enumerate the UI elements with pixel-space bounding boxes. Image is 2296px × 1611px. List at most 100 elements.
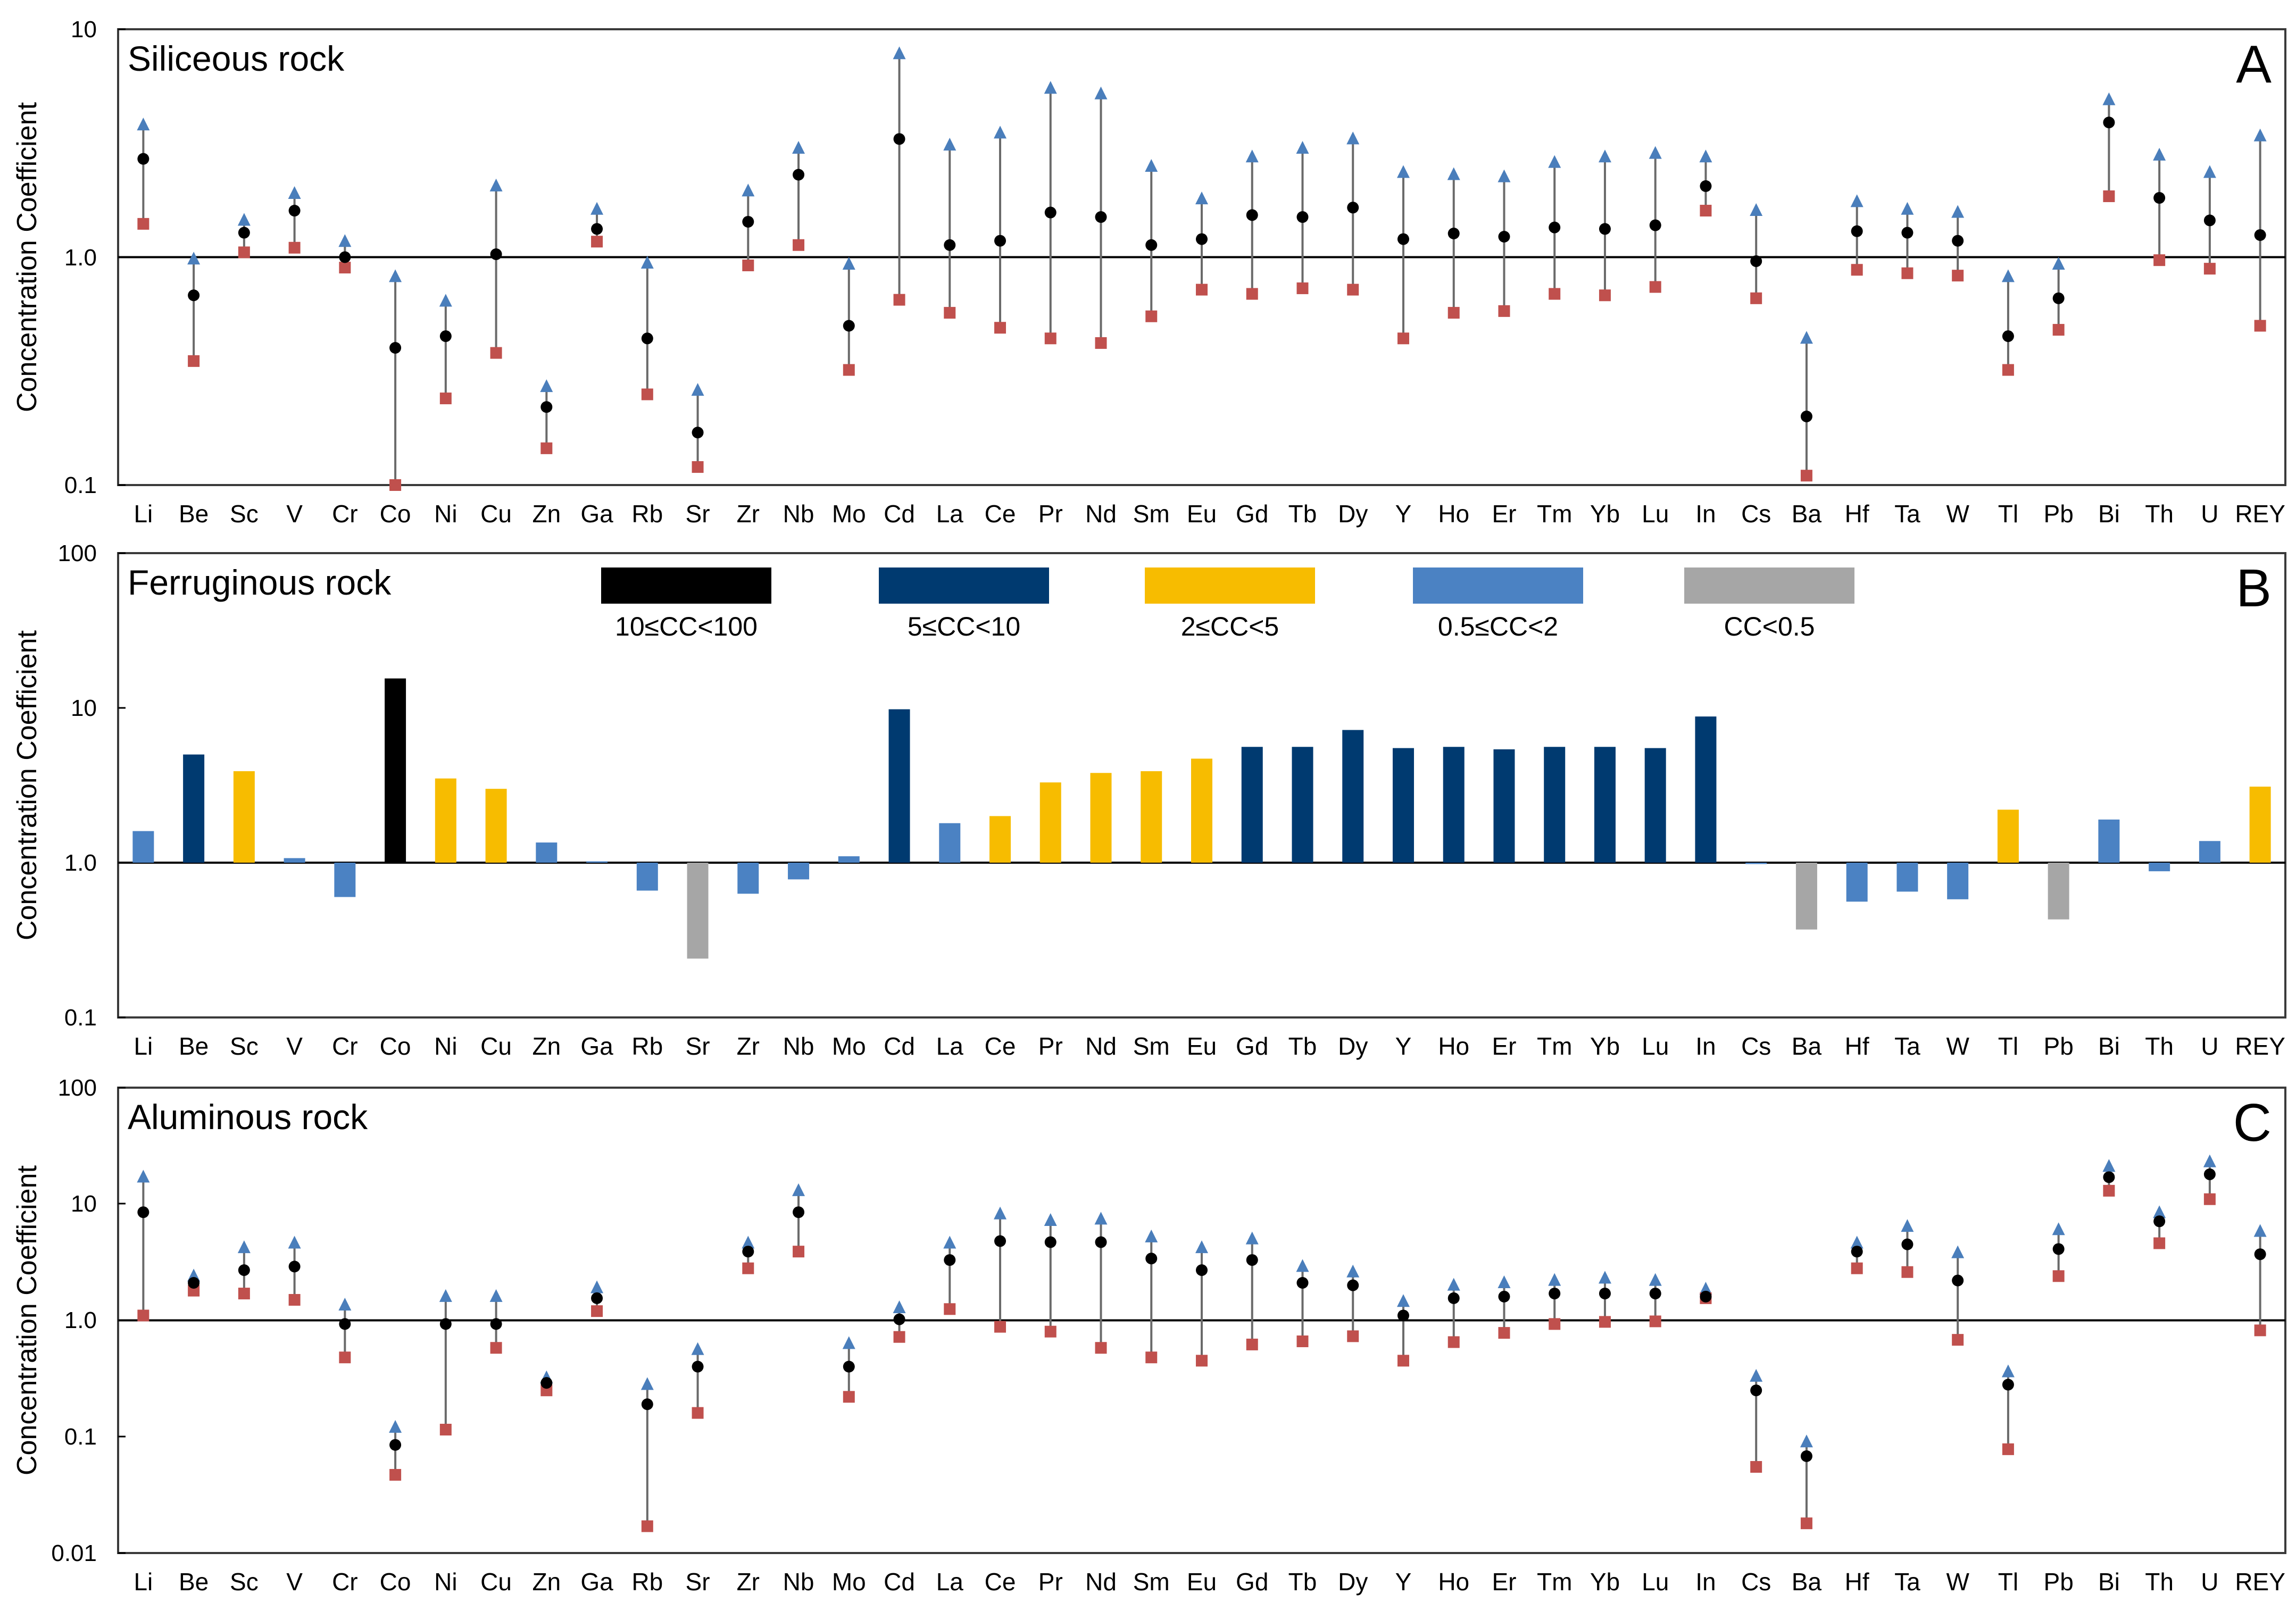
mean-marker-Co xyxy=(389,1439,402,1451)
x-tick-label: Rb xyxy=(631,1568,663,1596)
mean-marker-Tm xyxy=(1549,221,1561,233)
max-marker-Ni xyxy=(439,1289,452,1302)
min-marker-Cd xyxy=(893,1331,905,1343)
x-tick-label: Hf xyxy=(1845,500,1869,528)
min-marker-Ga xyxy=(591,1305,603,1317)
min-marker-La xyxy=(944,307,956,319)
max-marker-REY xyxy=(2253,128,2267,141)
min-marker-Sr xyxy=(692,461,704,473)
mean-marker-U xyxy=(2203,214,2216,227)
mean-marker-Cr xyxy=(339,1318,351,1330)
mean-marker-Pb xyxy=(2052,292,2065,304)
max-marker-Zr xyxy=(742,1236,755,1249)
x-tick-label: Ho xyxy=(1438,500,1469,528)
x-tick-label: Tb xyxy=(1288,1568,1317,1596)
x-tick-label: Pb xyxy=(2044,500,2074,528)
mean-marker-Tb xyxy=(1296,1277,1309,1289)
x-tick-label: Eu xyxy=(1187,500,1217,528)
max-marker-Sc xyxy=(237,1240,251,1254)
mean-marker-Cd xyxy=(893,1313,905,1325)
min-marker-Cs xyxy=(1750,292,1762,304)
x-tick-label: In xyxy=(1695,1568,1716,1596)
max-marker-Mo xyxy=(842,1336,855,1349)
x-tick-label: Cd xyxy=(884,1032,915,1060)
max-marker-Ce xyxy=(994,1206,1007,1220)
mean-marker-REY xyxy=(2254,229,2266,241)
bar-Cu xyxy=(485,789,507,863)
y-tick-label: 0.1 xyxy=(64,472,97,498)
mean-marker-Cr xyxy=(339,251,351,263)
x-tick-label: Cu xyxy=(480,1568,512,1596)
max-marker-U xyxy=(2203,165,2216,178)
panel-title: Aluminous rock xyxy=(128,1097,368,1137)
x-tick-label: Ce xyxy=(985,1032,1016,1060)
min-marker-Pb xyxy=(2052,1270,2065,1282)
x-tick-label: Tl xyxy=(1998,1568,2018,1596)
bar-Ce xyxy=(989,816,1011,863)
mean-marker-Sm xyxy=(1145,1253,1158,1265)
min-marker-Sr xyxy=(692,1407,704,1419)
min-marker-Tl xyxy=(2002,364,2014,376)
mean-marker-REY xyxy=(2254,1248,2266,1261)
bar-Cs xyxy=(1745,863,1767,864)
mean-marker-Sm xyxy=(1145,239,1158,251)
bar-La xyxy=(939,823,961,863)
min-marker-Zr xyxy=(742,1262,754,1274)
bar-Tl xyxy=(1997,809,2019,863)
x-tick-label: Ta xyxy=(1894,1568,1920,1596)
bar-Be xyxy=(183,754,205,863)
x-tick-label: Ni xyxy=(434,1032,457,1060)
x-tick-label: Hf xyxy=(1845,1568,1869,1596)
mean-marker-Yb xyxy=(1599,1288,1611,1300)
max-marker-Dy xyxy=(1346,1264,1360,1278)
mean-marker-Sc xyxy=(238,1264,250,1276)
max-marker-Cd xyxy=(893,46,906,60)
x-tick-label: Sm xyxy=(1133,1032,1170,1060)
x-tick-label: Pb xyxy=(2044,1568,2074,1596)
min-marker-Rb xyxy=(641,388,653,400)
mean-marker-Cu xyxy=(490,1318,502,1330)
min-marker-Lu xyxy=(1649,1315,1661,1328)
x-tick-label: Y xyxy=(1395,500,1412,528)
x-tick-label: Tm xyxy=(1537,1032,1572,1060)
y-tick-label: 0.1 xyxy=(64,1005,97,1031)
min-marker-Co xyxy=(389,479,402,491)
max-marker-Ce xyxy=(994,126,1007,139)
x-tick-label: Nd xyxy=(1085,1568,1117,1596)
min-marker-Ta xyxy=(1901,1266,1914,1278)
mean-marker-Nb xyxy=(793,1206,805,1218)
mean-marker-Rb xyxy=(641,332,653,345)
bar-Zn xyxy=(536,842,558,863)
min-marker-Mo xyxy=(843,364,855,376)
max-marker-REY xyxy=(2253,1224,2267,1237)
x-tick-label: Li xyxy=(134,1568,153,1596)
max-marker-Cs xyxy=(1750,203,1763,216)
min-marker-Yb xyxy=(1599,289,1611,302)
x-tick-label: Ga xyxy=(580,500,613,528)
max-marker-Co xyxy=(389,269,402,282)
bar-Li xyxy=(132,831,154,863)
max-marker-In xyxy=(1699,149,1712,163)
min-marker-Y xyxy=(1397,332,1409,345)
max-marker-Tb xyxy=(1296,141,1309,154)
mean-marker-Tm xyxy=(1549,1288,1561,1300)
legend-label: 10≤CC<100 xyxy=(615,612,758,641)
x-tick-label: Cr xyxy=(332,1568,358,1596)
max-marker-Nb xyxy=(792,141,805,154)
x-tick-label: Nd xyxy=(1085,500,1117,528)
x-tick-label: Li xyxy=(134,500,153,528)
x-tick-label: Pb xyxy=(2044,1032,2074,1060)
x-tick-label: Ta xyxy=(1894,500,1920,528)
panel-title: Siliceous rock xyxy=(128,39,345,78)
x-tick-label: Sm xyxy=(1133,1568,1170,1596)
min-marker-Lu xyxy=(1649,281,1661,293)
max-marker-Pr xyxy=(1044,1213,1057,1226)
max-marker-Gd xyxy=(1245,149,1259,163)
x-tick-label: Ba xyxy=(1792,500,1822,528)
x-tick-label: Bi xyxy=(2098,1032,2120,1060)
max-marker-Cu xyxy=(489,178,503,191)
min-marker-Nb xyxy=(793,239,805,251)
x-tick-label: Zr xyxy=(737,1568,760,1596)
max-marker-Ho xyxy=(1447,167,1460,180)
x-tick-label: Yb xyxy=(1590,1032,1620,1060)
